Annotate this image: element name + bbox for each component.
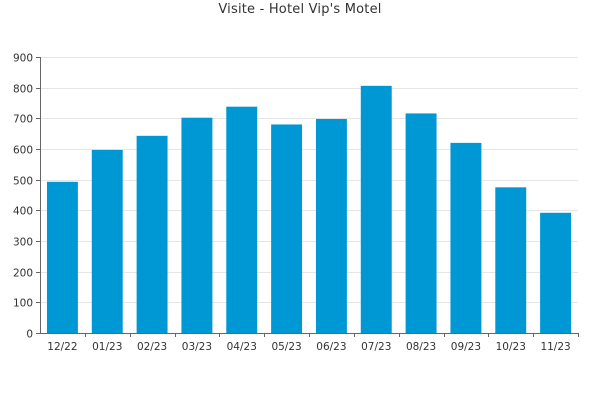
bar-02-23 — [136, 135, 168, 333]
bar-07-23 — [360, 85, 392, 334]
x-tick-label: 11/23 — [540, 341, 570, 353]
bar-10-23 — [495, 187, 527, 333]
x-tick-label: 12/22 — [47, 341, 77, 353]
y-tick-label: 600 — [13, 145, 33, 157]
gridlines — [40, 57, 578, 303]
y-tick-label: 500 — [13, 176, 33, 188]
y-tick-label: 0 — [26, 329, 33, 341]
y-tick-labels: 0 100 200 300 400 500 600 700 800 900 — [13, 53, 33, 341]
x-tick-label: 09/23 — [451, 341, 481, 353]
y-tick-label: 400 — [13, 206, 33, 218]
y-tick-label: 200 — [13, 268, 33, 280]
bar-01-23 — [91, 149, 123, 333]
x-tick-label: 03/23 — [182, 341, 212, 353]
y-tick-label: 800 — [13, 84, 33, 96]
bar-09-23 — [450, 142, 482, 333]
bars — [46, 85, 572, 334]
bar-12-22 — [46, 181, 78, 333]
axes — [36, 57, 579, 337]
bar-05-23 — [271, 124, 303, 333]
x-tick-labels: 12/22 01/23 02/23 03/23 04/23 05/23 06/23 07/23… — [47, 341, 570, 353]
x-tick-label: 10/23 — [496, 341, 526, 353]
x-tick-label: 04/23 — [227, 341, 257, 353]
x-tick-label: 07/23 — [361, 341, 391, 353]
y-tick-label: 100 — [13, 298, 33, 310]
y-tick-label: 300 — [13, 237, 33, 249]
bar-11-23 — [540, 212, 572, 333]
bar-04-23 — [226, 106, 258, 334]
x-tick-label: 01/23 — [92, 341, 122, 353]
y-tick-label: 700 — [13, 114, 33, 126]
bar-03-23 — [181, 117, 213, 333]
x-tick-label: 05/23 — [271, 341, 301, 353]
bar-06-23 — [315, 118, 347, 334]
x-tick-label: 02/23 — [137, 341, 167, 353]
x-tick-label: 08/23 — [406, 341, 436, 353]
x-tick-label: 06/23 — [316, 341, 346, 353]
chart-title: Visite - Hotel Vip's Motel — [218, 2, 382, 17]
bar-08-23 — [405, 113, 437, 333]
y-tick-label: 900 — [13, 53, 33, 65]
